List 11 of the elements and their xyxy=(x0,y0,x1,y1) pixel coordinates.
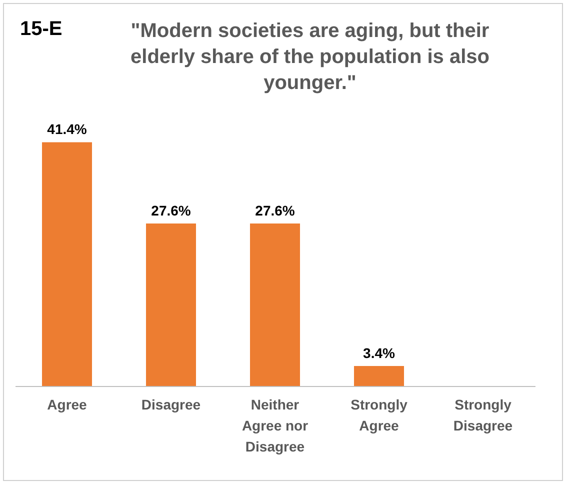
data-label: 27.6% xyxy=(151,202,192,218)
x-tick-label: Disagree xyxy=(141,396,201,412)
x-tick-label: Agree xyxy=(47,396,88,412)
chart-subtitle: "Modern societies are aging, but their elderly share of the population is also younger." xyxy=(130,19,490,96)
chart-title: 15-E xyxy=(20,18,64,41)
x-tick-label: Neither Agree nor Disagree xyxy=(242,396,309,454)
x-tick-label: Strongly Agree xyxy=(350,396,408,434)
data-label: 27.6% xyxy=(255,202,296,218)
data-label: 41.4% xyxy=(47,121,88,138)
data-label: 3.4% xyxy=(363,344,396,361)
x-tick-label: Strongly Disagree xyxy=(453,396,513,434)
